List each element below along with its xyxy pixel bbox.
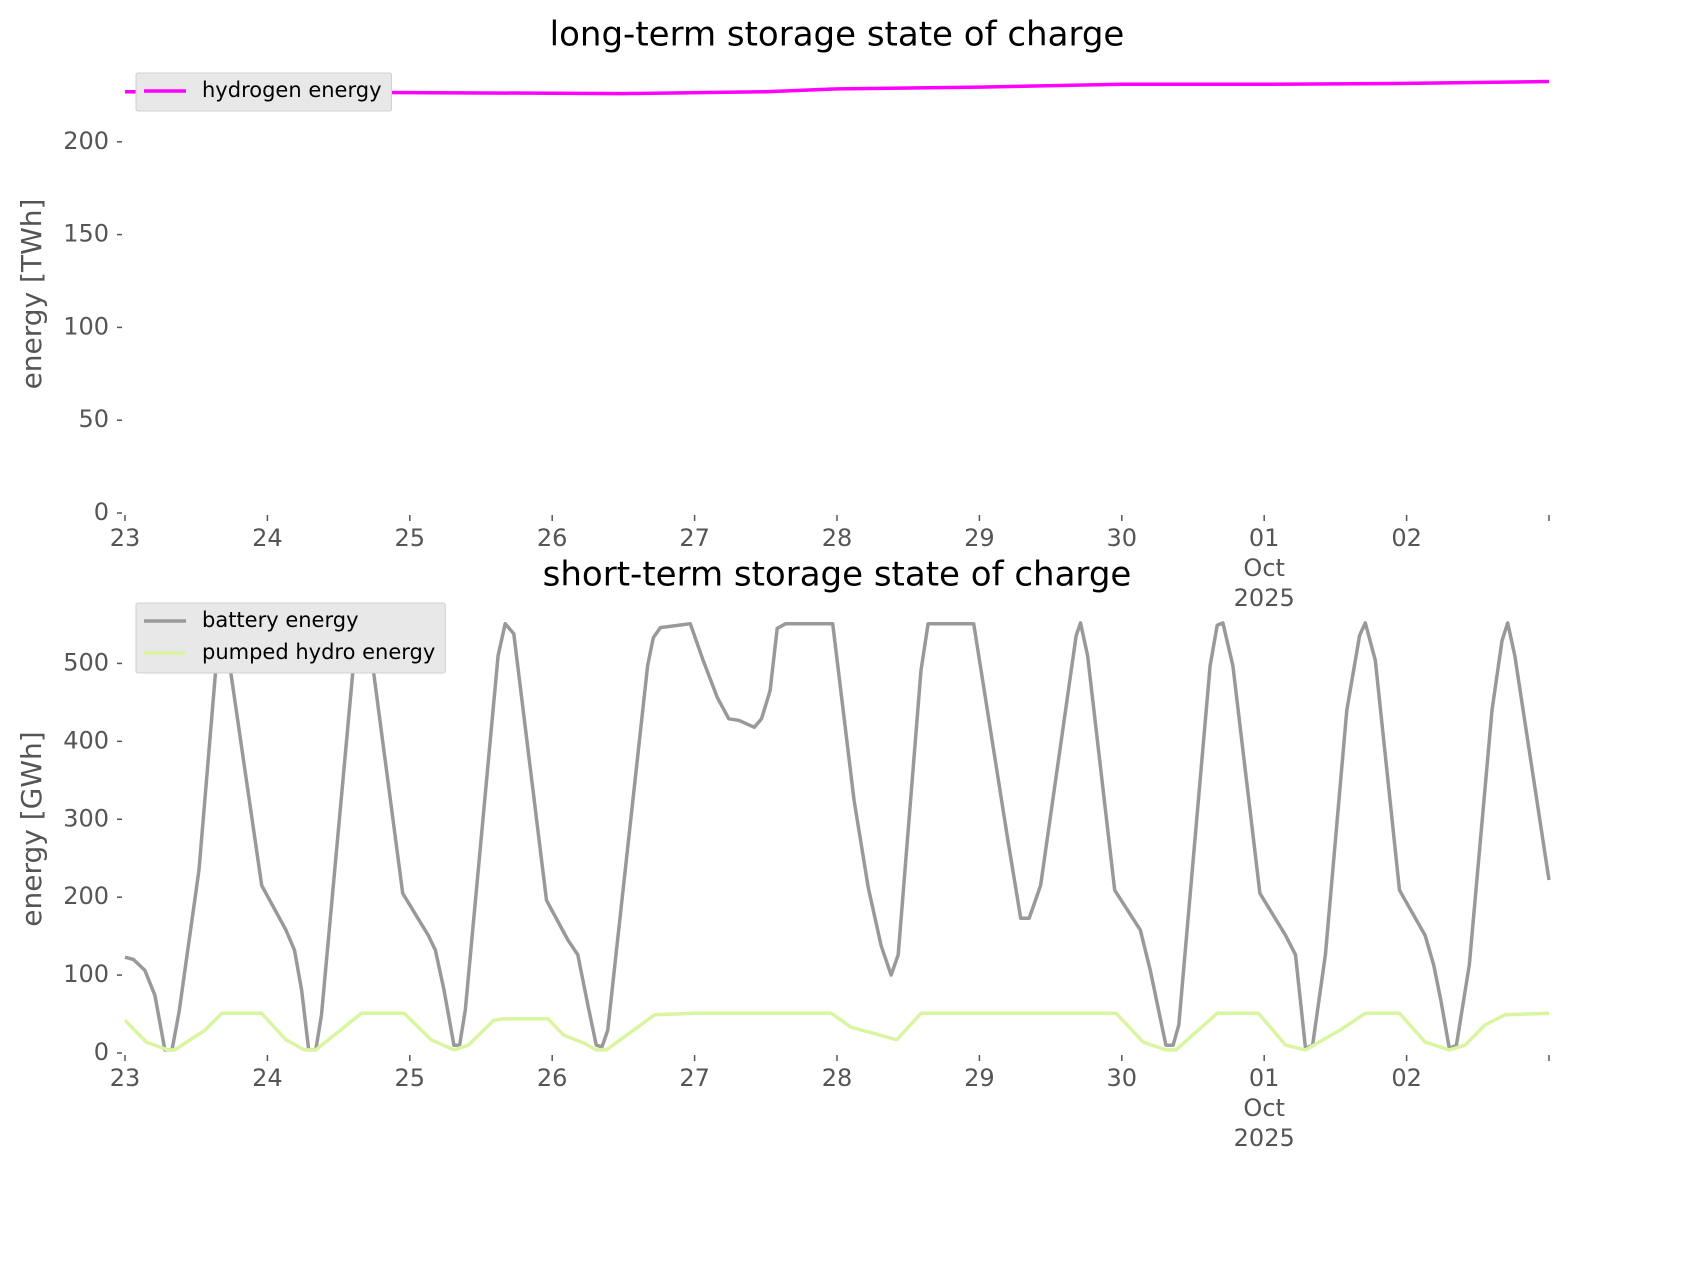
- x-tick-label: 24: [252, 1064, 283, 1092]
- y-tick-label: 400: [63, 726, 109, 754]
- y-tick-label: 100: [63, 960, 109, 988]
- chart-title: long-term storage state of charge: [550, 15, 1125, 55]
- x-tick-label: 29: [964, 1064, 995, 1092]
- y-tick-label: 150: [63, 220, 109, 248]
- legend-box: [135, 602, 446, 674]
- y-tick-label: 500: [63, 648, 109, 676]
- x-tick-label: 02: [1391, 524, 1422, 552]
- series-line: [123, 1011, 1550, 1052]
- y-tick-label: 200: [63, 127, 109, 155]
- x-tick-label: 30: [1106, 1064, 1138, 1092]
- chart-title: short-term storage state of charge: [543, 555, 1132, 595]
- x-tick-label: 24: [252, 524, 283, 552]
- x-tick-label: 01 Oct 2025: [1233, 1064, 1295, 1152]
- y-tick-label: 0: [94, 1038, 109, 1066]
- y-tick-label: 300: [63, 804, 109, 832]
- x-tick-label: 26: [536, 524, 568, 552]
- x-tick-label: 02: [1391, 1064, 1422, 1092]
- legend-label: hydrogen energy: [202, 78, 382, 102]
- y-axis-label: energy [GWh]: [15, 731, 48, 926]
- x-tick-label: 28: [821, 524, 853, 552]
- series-line: [124, 621, 1551, 1052]
- legend-label: battery energy: [202, 608, 359, 632]
- legend-label: pumped hydro energy: [202, 640, 435, 664]
- y-tick-label: 200: [63, 882, 109, 910]
- legend: battery energy pumped hydro energy: [135, 602, 446, 674]
- x-tick-label: 25: [394, 524, 426, 552]
- x-tick-label: 23: [109, 1064, 141, 1092]
- x-tick-label: 30: [1106, 524, 1138, 552]
- x-tick-label: 29: [964, 524, 995, 552]
- series-line: [124, 79, 1550, 96]
- y-axis-label: energy [TWh]: [15, 199, 48, 390]
- x-tick-label: 28: [821, 1064, 853, 1092]
- x-tick-label: 27: [679, 1064, 710, 1092]
- legend: hydrogen energy: [135, 72, 392, 112]
- x-tick-label: 23: [109, 524, 141, 552]
- y-tick-label: 0: [94, 498, 109, 526]
- x-tick-label: 25: [394, 1064, 426, 1092]
- x-tick-label: 26: [536, 1064, 568, 1092]
- y-tick-label: 100: [63, 312, 109, 340]
- x-tick-label: 27: [679, 524, 710, 552]
- legend-box: [135, 72, 392, 112]
- y-tick-label: 50: [78, 405, 109, 433]
- x-tick-label: 01 Oct 2025: [1233, 524, 1295, 612]
